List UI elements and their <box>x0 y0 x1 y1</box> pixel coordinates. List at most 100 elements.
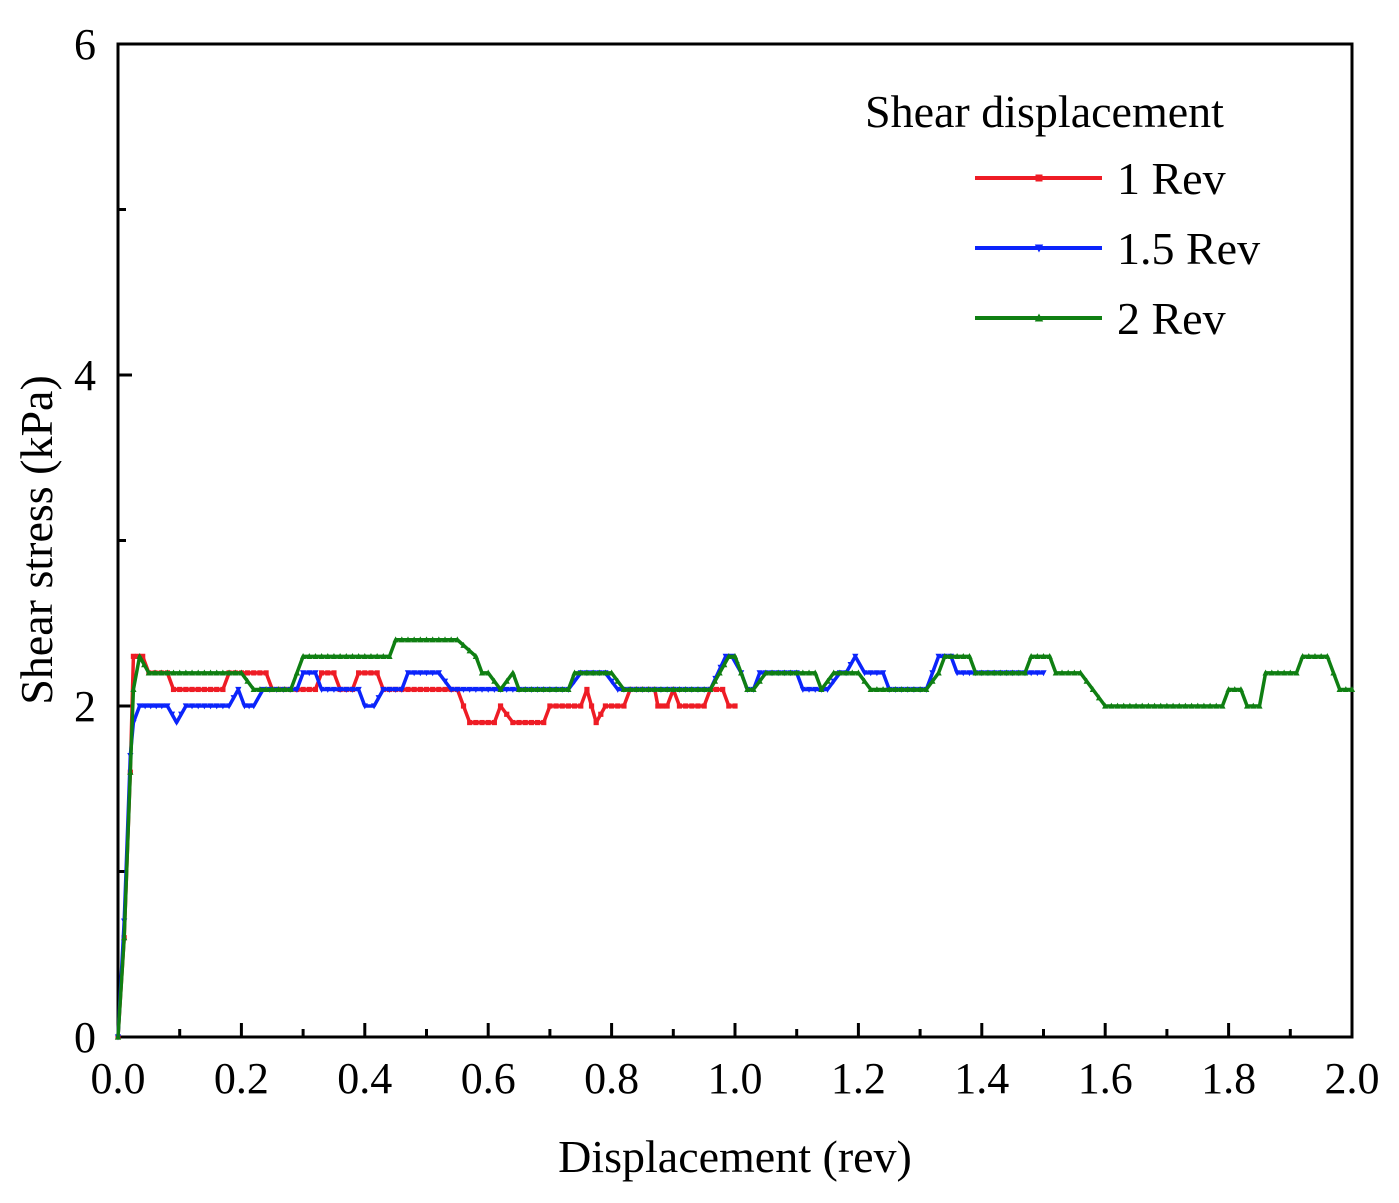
data-point <box>244 677 251 684</box>
data-point <box>392 636 399 643</box>
data-point <box>1324 652 1331 659</box>
legend-title: Shear displacement <box>865 86 1224 137</box>
data-point <box>522 719 528 726</box>
data-point <box>738 669 745 676</box>
data-point <box>602 703 609 709</box>
y-tick-label: 4 <box>74 351 96 400</box>
series-line <box>116 654 735 1038</box>
data-point <box>583 669 591 676</box>
data-point <box>330 686 338 693</box>
data-point <box>225 703 233 710</box>
data-point <box>1299 652 1306 659</box>
data-point <box>435 670 442 677</box>
legend-item: 1 Rev <box>975 153 1226 204</box>
data-point <box>713 686 720 693</box>
data-point <box>241 703 248 710</box>
data-point <box>1176 702 1183 709</box>
data-point <box>485 669 492 676</box>
data-point <box>368 670 374 676</box>
data-point <box>1132 702 1140 709</box>
data-point <box>177 686 183 693</box>
x-axis-title: Displacement (rev) <box>558 1131 912 1182</box>
data-point <box>1108 702 1115 709</box>
data-point <box>331 670 337 676</box>
data-point <box>423 636 430 643</box>
data-point <box>722 653 729 660</box>
data-point <box>232 669 239 676</box>
data-point <box>158 703 165 710</box>
data-point <box>559 686 566 693</box>
data-point <box>230 695 237 702</box>
data-point <box>263 670 269 676</box>
data-point <box>269 686 276 693</box>
data-point <box>620 686 628 693</box>
data-point <box>195 686 201 693</box>
data-point <box>781 669 788 676</box>
series-line <box>116 638 1352 1038</box>
data-point <box>935 669 942 676</box>
data-point <box>1028 670 1035 677</box>
legend-label: 2 Rev <box>1117 293 1226 344</box>
data-point <box>504 711 510 717</box>
data-point <box>349 686 356 693</box>
data-point <box>503 677 510 684</box>
data-point <box>325 670 331 676</box>
data-point <box>954 670 961 677</box>
data-point <box>873 670 881 677</box>
data-point <box>1151 702 1158 709</box>
data-point <box>207 686 214 693</box>
data-point <box>608 678 615 685</box>
data-point <box>621 703 627 709</box>
data-point <box>522 686 529 693</box>
data-point <box>1293 669 1300 676</box>
data-point <box>140 653 146 659</box>
data-point <box>435 636 442 643</box>
data-point <box>725 652 732 659</box>
data-point <box>879 670 887 677</box>
data-point <box>588 703 595 709</box>
data-point <box>966 670 973 677</box>
data-point <box>731 652 739 659</box>
data-point <box>405 686 411 693</box>
data-point <box>491 719 497 726</box>
data-point <box>509 669 516 676</box>
data-point <box>1318 652 1325 659</box>
data-point <box>361 703 368 710</box>
series-1-rev <box>115 653 738 1040</box>
data-point <box>404 670 412 677</box>
data-point <box>183 686 189 693</box>
data-point <box>136 652 143 659</box>
data-point <box>787 669 794 676</box>
data-point <box>892 686 899 693</box>
data-point <box>337 652 344 659</box>
data-point <box>1200 702 1208 709</box>
data-point <box>1262 669 1269 676</box>
data-point <box>861 670 868 677</box>
data-point <box>201 686 207 693</box>
data-point <box>929 677 936 684</box>
data-point <box>448 686 455 693</box>
data-point <box>441 678 449 685</box>
data-point <box>145 669 152 676</box>
data-point <box>460 686 467 693</box>
data-point <box>1003 669 1010 676</box>
data-point <box>1089 686 1096 693</box>
data-point <box>1034 652 1041 659</box>
data-point <box>947 652 955 659</box>
data-point <box>423 670 430 677</box>
data-point <box>830 669 837 676</box>
data-point <box>960 652 967 659</box>
data-point <box>423 686 430 693</box>
data-point <box>386 652 393 659</box>
data-point <box>716 669 723 676</box>
data-point <box>659 703 666 709</box>
data-point <box>941 652 948 659</box>
data-point <box>503 686 510 693</box>
data-point <box>559 703 565 709</box>
data-point <box>1169 702 1177 709</box>
legend: Shear displacement 1 Rev 1.5 Rev 2 Rev <box>865 86 1260 344</box>
data-point <box>954 652 961 659</box>
data-point <box>584 686 590 693</box>
data-point <box>682 686 689 693</box>
